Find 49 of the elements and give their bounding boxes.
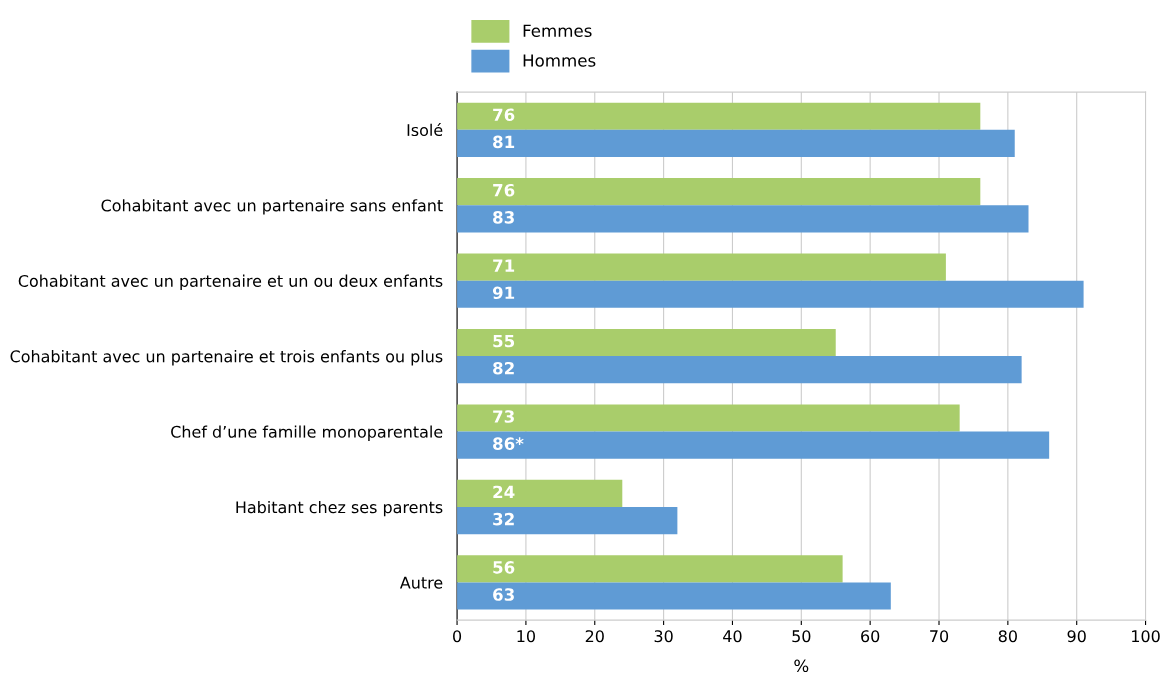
data-label: 81 <box>493 135 515 149</box>
bar <box>457 555 843 583</box>
data-label: 76 <box>493 183 515 197</box>
y-tick-label: Habitant chez ses parents <box>236 500 443 517</box>
bar <box>457 178 981 206</box>
x-tick-label: 20 <box>585 630 604 643</box>
bar <box>457 253 946 281</box>
bar <box>457 479 623 507</box>
x-tick-label: 10 <box>517 630 536 643</box>
x-tick-label: 70 <box>930 630 949 643</box>
data-label: 32 <box>493 512 514 526</box>
bar <box>457 356 1022 384</box>
x-tick-label: 0 <box>453 630 462 643</box>
bar <box>457 506 678 535</box>
data-label: 63 <box>493 588 514 601</box>
bar <box>457 129 1015 157</box>
data-label: 83 <box>493 211 514 224</box>
bar <box>457 328 836 357</box>
y-tick-label: Cohabitant avec un partenaire et trois enfants ou plus <box>10 350 443 366</box>
x-tick-label: 100 <box>1132 630 1160 643</box>
x-tick-label: 60 <box>861 630 880 643</box>
bar <box>457 102 981 130</box>
y-tick-label: Chef d’une famille monoparentale <box>171 425 443 441</box>
y-tick-label: Autre <box>399 576 443 589</box>
x-tick-label: 80 <box>998 630 1017 643</box>
x-tick-label: 50 <box>792 630 811 643</box>
legend-label: Femmes <box>523 24 592 38</box>
y-tick-label: Cohabitant avec un partenaire sans enfant <box>101 199 443 215</box>
y-tick-label: Isolé <box>407 123 443 137</box>
data-label: 73 <box>493 410 514 423</box>
data-label: 24 <box>493 485 515 498</box>
bar <box>457 404 960 432</box>
data-label: 82 <box>493 361 514 375</box>
data-label: 76 <box>493 108 515 122</box>
x-tick-label: 90 <box>1067 630 1086 643</box>
bar <box>457 582 891 610</box>
y-tick-label: Cohabitant avec un partenaire et un ou deux enfants <box>18 274 443 291</box>
data-label: 56 <box>493 561 515 574</box>
bar <box>457 280 1084 308</box>
x-axis-title: % <box>794 659 809 673</box>
x-tick-label: 30 <box>654 630 673 643</box>
bar <box>457 431 1050 459</box>
data-label: 55 <box>493 334 515 348</box>
x-tick-label: 40 <box>723 630 742 643</box>
data-label: 71 <box>493 259 515 272</box>
legend-label: Hommes <box>523 54 596 67</box>
data-label: 86* <box>493 437 524 450</box>
data-label: 91 <box>492 286 515 300</box>
bar <box>457 205 1029 233</box>
